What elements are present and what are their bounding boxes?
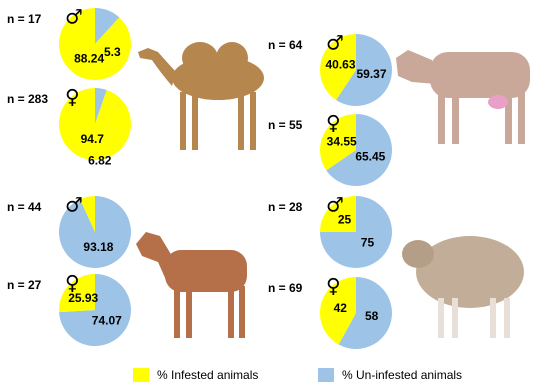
pie-value-label: 5.3: [104, 45, 121, 59]
sex-symbol: ♀: [65, 85, 80, 109]
pie-slice: [95, 88, 107, 124]
sample-size-label: n = 283: [7, 92, 48, 106]
pie-value-label: 42: [334, 301, 348, 315]
legend-label: % Un-infested animals: [342, 368, 462, 382]
pie-slice: [95, 8, 120, 44]
pie-value-label: 25: [338, 213, 352, 227]
pie-slice: [59, 88, 132, 160]
sample-size-label: n = 28: [268, 200, 303, 214]
sample-size-label: n = 69: [268, 281, 303, 295]
pie-slice: [320, 34, 356, 100]
pie-value-label: 40.63: [325, 57, 355, 71]
pie-value-label: 88.24: [74, 51, 104, 65]
pie-value-label: 58: [365, 309, 379, 323]
pie-slice: [58, 274, 95, 313]
camel-illustration: [138, 42, 264, 150]
sex-symbol: ♂: [65, 5, 83, 29]
pie-value-label: 75: [361, 236, 375, 250]
sample-size-label: n = 44: [7, 200, 42, 214]
sample-size-label: n = 55: [268, 118, 303, 132]
pie-slice: [80, 196, 95, 232]
sex-symbol: ♂: [65, 193, 83, 217]
pie-slice: [320, 113, 356, 171]
sex-symbol: ♂: [326, 31, 344, 55]
legend-swatch: [318, 368, 334, 382]
pie-value-label: 94.7: [81, 132, 105, 146]
pie-value-label: 25.93: [68, 291, 98, 305]
legend-label: % Infested animals: [157, 368, 258, 382]
cow-illustration: [396, 50, 530, 144]
pie-slice: [326, 114, 393, 186]
sex-symbol: ♀: [326, 274, 341, 298]
sheep-illustration: [402, 236, 524, 338]
pie-value-label: 93.18: [83, 240, 113, 254]
pie-value-label: 6.82: [88, 154, 112, 168]
pie-value-label: 59.37: [356, 67, 386, 81]
pie-slice: [336, 34, 392, 106]
pie-value-label: 34.55: [327, 135, 357, 149]
pie-value-label: 65.45: [355, 150, 385, 164]
pie-slice: [320, 196, 356, 232]
pie-slice: [59, 274, 132, 346]
pie-slice: [338, 277, 393, 349]
legend-swatch: [133, 368, 149, 382]
sample-size-label: n = 17: [7, 12, 42, 26]
goat-illustration: [136, 232, 247, 338]
sex-symbol: ♀: [65, 271, 80, 295]
pie-slice: [320, 277, 356, 345]
sample-size-label: n = 64: [268, 38, 303, 52]
sample-size-label: n = 27: [7, 278, 42, 292]
pie-value-label: 74.07: [92, 313, 122, 327]
pie-slice: [59, 196, 131, 269]
sex-symbol: ♂: [326, 193, 344, 217]
sex-symbol: ♀: [326, 111, 341, 135]
pie-slice: [58, 8, 131, 80]
